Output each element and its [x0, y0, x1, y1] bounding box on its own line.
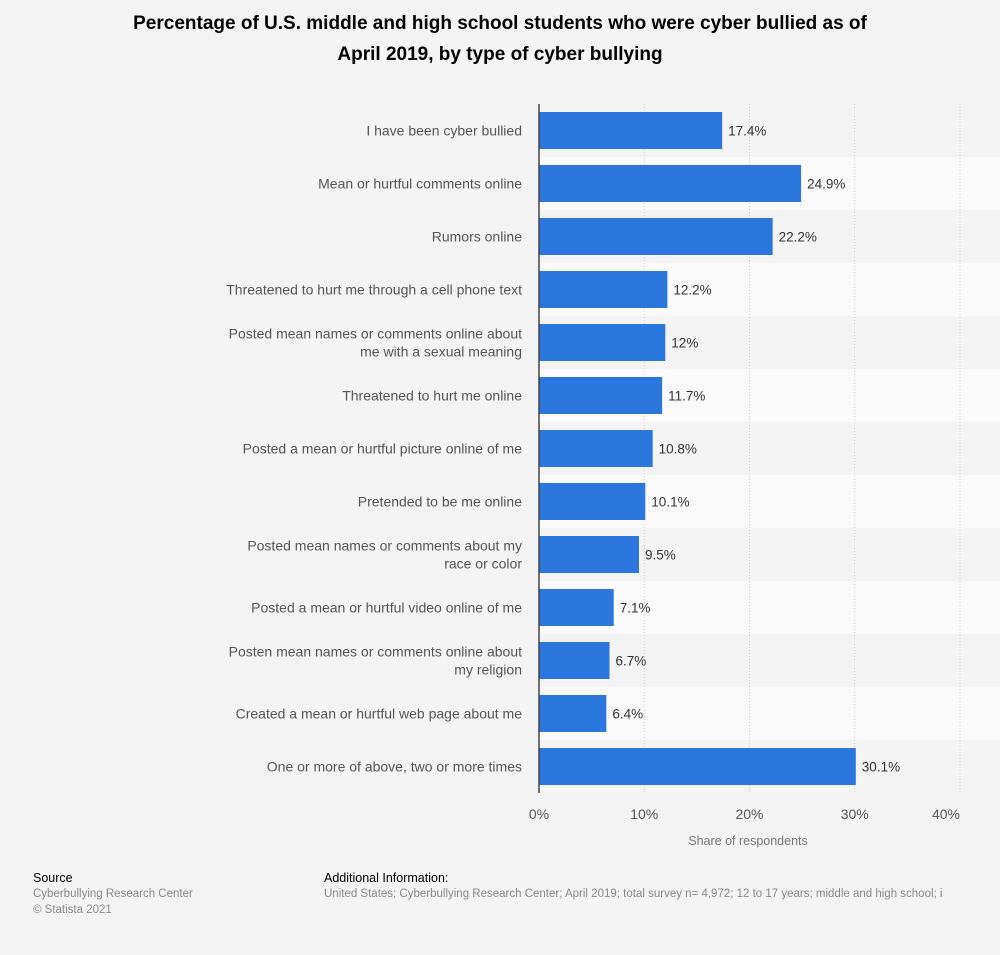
data-label: 9.5%: [645, 548, 676, 563]
data-label: 7.1%: [620, 601, 651, 616]
category-label: Posted a mean or hurtful video online of…: [251, 600, 522, 616]
data-label: 12%: [671, 336, 698, 351]
row-band: [539, 687, 1000, 740]
additional-info-text: United States; Cyberbullying Research Ce…: [324, 888, 943, 900]
data-label: 22.2%: [779, 230, 817, 245]
bar[interactable]: [539, 271, 668, 308]
category-label: Rumors online: [432, 229, 522, 245]
chart-title: Percentage of U.S. middle and high schoo…: [40, 8, 960, 70]
data-label: 12.2%: [673, 283, 711, 298]
bar[interactable]: [539, 536, 639, 573]
category-label: Posted mean names or comments about my: [247, 538, 522, 554]
category-label: my religion: [454, 662, 522, 678]
x-tick-label: 30%: [841, 806, 869, 822]
category-label: Mean or hurtful comments online: [318, 176, 522, 192]
data-label: 10.1%: [651, 495, 689, 510]
additional-info-heading: Additional Information:: [324, 871, 449, 885]
bar[interactable]: [539, 218, 773, 255]
bar[interactable]: [539, 430, 653, 467]
x-axis-title: Share of respondents: [688, 834, 808, 848]
category-label: Posten mean names or comments online abo…: [229, 644, 522, 660]
source-name[interactable]: Cyberbullying Research Center: [33, 888, 193, 900]
additional-info-block: Additional Information: United States; C…: [324, 870, 1000, 902]
category-label: Threatened to hurt me through a cell pho…: [226, 282, 522, 298]
bar[interactable]: [539, 695, 607, 732]
category-label: One or more of above, two or more times: [267, 759, 522, 775]
category-label: me with a sexual meaning: [360, 344, 522, 360]
category-label: Pretended to be me online: [358, 494, 522, 510]
data-label: 10.8%: [659, 442, 697, 457]
chart-title-line-1: Percentage of U.S. middle and high schoo…: [133, 13, 867, 34]
bar-chart: 17.4% I have been cyber bullied 24.9% Mean …: [226, 104, 1000, 848]
data-label: 17.4%: [728, 124, 766, 139]
bar[interactable]: [539, 165, 802, 202]
copyright: © Statista 2021: [33, 904, 112, 916]
data-label: 6.4%: [612, 707, 643, 722]
bar[interactable]: [539, 748, 856, 785]
bar[interactable]: [539, 377, 663, 414]
category-label: Posted mean names or comments online abo…: [229, 326, 522, 342]
category-label: Posted a mean or hurtful picture online …: [243, 441, 523, 457]
bar[interactable]: [539, 483, 646, 520]
category-label: race or color: [444, 556, 522, 572]
category-label: Created a mean or hurtful web page about…: [236, 706, 523, 722]
x-tick-label: 10%: [630, 806, 658, 822]
data-label: 24.9%: [807, 177, 845, 192]
x-tick-label: 20%: [735, 806, 763, 822]
data-label: 6.7%: [616, 654, 647, 669]
source-heading: Source: [33, 871, 73, 885]
x-tick-label: 0%: [529, 806, 549, 822]
data-label: 11.7%: [668, 389, 705, 404]
source-block: Source Cyberbullying Research Center © S…: [33, 870, 193, 918]
category-label: Threatened to hurt me online: [342, 388, 522, 404]
data-label: 30.1%: [862, 760, 900, 775]
x-tick-label: 40%: [932, 806, 960, 822]
bar[interactable]: [539, 589, 614, 626]
bar[interactable]: [539, 324, 666, 361]
row-band: [539, 581, 1000, 634]
bar[interactable]: [539, 642, 610, 679]
chart-title-line-2: April 2019, by type of cyber bullying: [337, 44, 663, 65]
category-label: I have been cyber bullied: [366, 123, 522, 139]
bar[interactable]: [539, 112, 723, 149]
